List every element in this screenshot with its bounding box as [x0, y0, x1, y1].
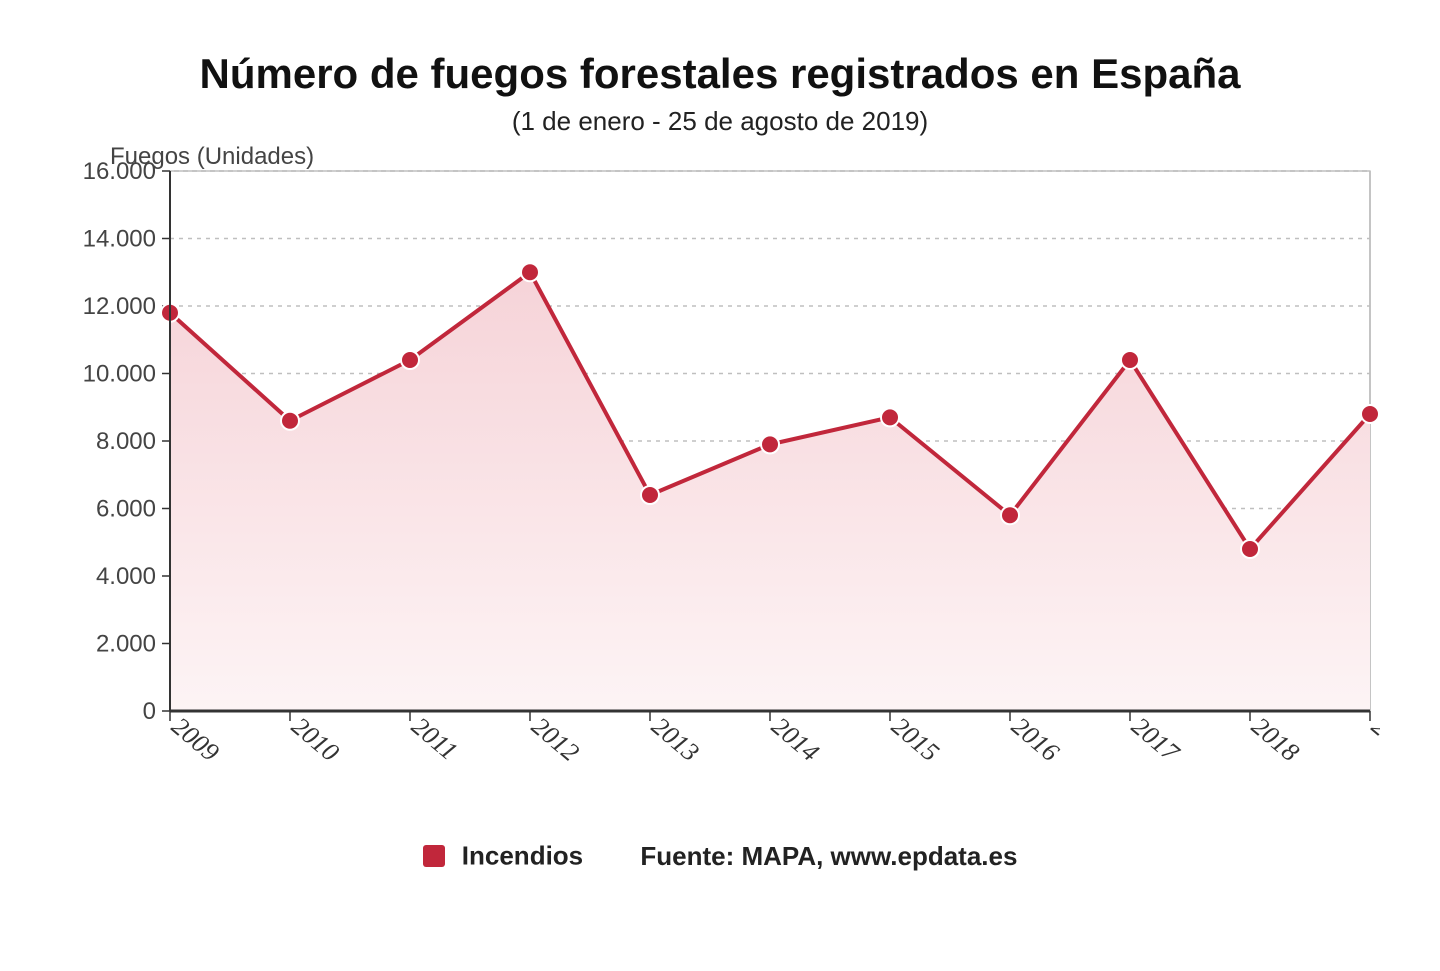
svg-text:2012: 2012 — [526, 711, 584, 767]
chart-title: Número de fuegos forestales registrados … — [60, 50, 1380, 98]
svg-text:4.000: 4.000 — [96, 563, 156, 590]
svg-text:12.000: 12.000 — [83, 293, 156, 320]
svg-text:2009: 2009 — [166, 711, 224, 767]
svg-text:2017: 2017 — [1126, 711, 1185, 767]
svg-text:2011: 2011 — [406, 711, 463, 765]
chart-plot-wrap: Fuegos (Unidades) 02.0004.0006.0008.0001… — [60, 141, 1380, 821]
source-text: Fuente: MAPA, www.epdata.es — [640, 841, 1017, 871]
svg-text:2014: 2014 — [766, 711, 824, 767]
legend-row: Incendios Fuente: MAPA, www.epdata.es — [60, 839, 1380, 872]
svg-text:8.000: 8.000 — [96, 428, 156, 455]
chart-svg: 02.0004.0006.0008.00010.00012.00014.0001… — [60, 141, 1380, 821]
svg-text:6.000: 6.000 — [96, 496, 156, 523]
svg-text:2013: 2013 — [646, 711, 704, 767]
svg-text:2015: 2015 — [886, 711, 944, 767]
chart-container: Número de fuegos forestales registrados … — [0, 0, 1440, 971]
svg-text:2018: 2018 — [1246, 711, 1304, 767]
legend-swatch-icon — [423, 845, 445, 867]
svg-text:2.000: 2.000 — [96, 631, 156, 658]
chart-subtitle: (1 de enero - 25 de agosto de 2019) — [60, 106, 1380, 137]
svg-text:14.000: 14.000 — [83, 226, 156, 253]
svg-text:10.000: 10.000 — [83, 361, 156, 388]
legend-label: Incendios — [462, 841, 583, 871]
y-axis-title: Fuegos (Unidades) — [110, 143, 314, 171]
svg-text:2010: 2010 — [286, 711, 344, 767]
svg-text:0: 0 — [143, 698, 156, 725]
svg-text:2019: 2019 — [1366, 711, 1380, 767]
svg-text:2016: 2016 — [1006, 711, 1064, 767]
